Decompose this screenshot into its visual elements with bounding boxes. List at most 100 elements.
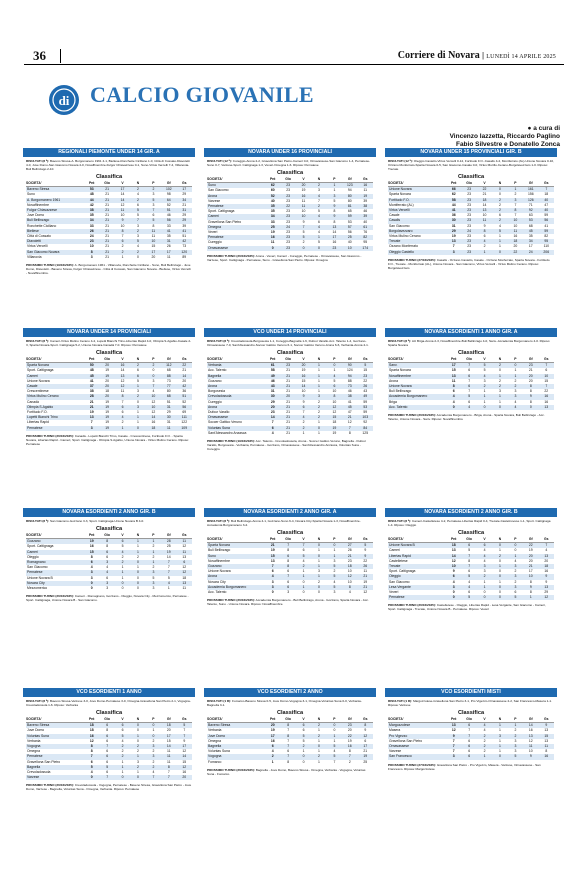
table-row: Accademia Borgomanero 3 6 1 0 5 8 21 xyxy=(207,584,373,591)
stat-cell: 14 xyxy=(161,744,177,750)
stat-cell: 23 xyxy=(280,182,296,189)
stat-cell: 174 xyxy=(357,245,373,251)
table-row: Pernatese 3 4 1 0 3 7 12 xyxy=(26,570,192,576)
team-name: Veveri xyxy=(208,230,218,235)
stat-cell: 42 xyxy=(89,202,94,207)
stat-cell: 0 xyxy=(137,586,139,591)
stat-cell: 21 xyxy=(342,415,358,421)
stat-cell: 12 xyxy=(176,764,192,771)
stat-cell: 8 xyxy=(90,554,93,559)
stat-cell: 1 xyxy=(523,595,539,601)
standings-table: SOCIETA' Pnt Gio V N P Gf Gs Gozzano 19 8 6 1 1 28 11 Sp… xyxy=(26,533,192,591)
stat-cell: 13 xyxy=(538,553,554,559)
stat-cell: 6 xyxy=(176,560,192,566)
team-name: Diavoletti xyxy=(26,239,84,245)
table-row: San Giacomo 60 23 19 3 1 94 11 xyxy=(207,188,373,193)
stat-cell: 6 xyxy=(130,373,146,379)
stat-cell: 53 xyxy=(84,186,100,193)
team-name: Libertas Rapid xyxy=(388,553,446,559)
stat-cell: 3 xyxy=(446,754,462,760)
stat-cell: 10 xyxy=(89,244,94,249)
stat-cell: 53 xyxy=(357,404,373,411)
stat-cell: 23 xyxy=(286,219,291,224)
stat-cell: 4 xyxy=(452,399,455,404)
stat-cell: 66 xyxy=(446,186,462,193)
stat-cell: 2 xyxy=(483,749,486,754)
stat-cell: 18 xyxy=(507,239,524,245)
table-row: San Giacomo 31 23 9 4 10 68 41 xyxy=(388,224,554,229)
stat-cell: 3 xyxy=(318,569,320,574)
stat-cell: 3 xyxy=(514,738,517,743)
panel-title: NOVARA ESORDIENTI 2 ANNO GIR. B xyxy=(385,508,557,517)
stat-cell: 18 xyxy=(342,564,358,570)
stat-cell: 5 xyxy=(302,738,305,743)
results-body: Baveno Stresa-A. Borgomanero 1961 4-1, B… xyxy=(26,159,190,171)
table-row: Gozzano 46 21 15 1 5 88 22 xyxy=(207,379,373,384)
column-header: SOCIETA' xyxy=(388,537,446,544)
stat-cell: 13 xyxy=(114,373,131,379)
stat-cell: 42 xyxy=(176,239,192,245)
team-name: Mezzomerico xyxy=(27,586,48,591)
stat-cell: 40 xyxy=(270,198,275,203)
next-round-label: PROSSIMO TURNO (26/04/2025): xyxy=(207,598,255,603)
stat-cell: 7 xyxy=(161,570,177,576)
team-name: Masera xyxy=(389,728,401,733)
standings-panel: NOVARA ESORDIENTI 2 ANNO GIR. B RISULTATI… xyxy=(385,508,557,680)
stat-cell: 5 xyxy=(507,754,524,760)
stat-cell: 14 xyxy=(120,192,125,197)
stat-cell: 10 xyxy=(332,389,337,394)
stat-cell: 21 xyxy=(99,197,115,203)
stat-cell: 6 xyxy=(468,749,471,754)
stat-cell: 1 xyxy=(476,584,493,591)
column-header: N xyxy=(311,717,327,724)
stat-cell: 65 xyxy=(347,209,352,214)
stat-cell: 0 xyxy=(326,722,343,729)
column-header: Pnt xyxy=(84,533,100,540)
results-text: RISULTATI (1 R): Fomarco-Baveno Stresa 0… xyxy=(207,699,373,707)
table-row: Buli Bellinzago 34 21 9 7 5 56 29 xyxy=(26,218,192,224)
stat-cell: 16 xyxy=(182,770,187,775)
column-header: N xyxy=(130,357,146,364)
stat-cell: 33 xyxy=(166,223,171,228)
table-row: Casale 36 23 10 6 7 63 59 xyxy=(388,213,554,218)
stat-cell: 3 xyxy=(483,378,486,383)
table-row: Veveri 19 23 5 4 14 56 76 xyxy=(207,230,373,235)
stat-cell: 6 xyxy=(280,584,296,591)
stat-cell: 2 xyxy=(121,554,124,559)
stat-cell: 3 xyxy=(84,570,100,576)
stat-cell: 14 xyxy=(166,554,171,559)
stat-cell: 21 xyxy=(280,425,296,431)
team-name: Ornavassese xyxy=(388,744,446,750)
column-header: Gio xyxy=(461,537,477,544)
stat-cell: 2 xyxy=(121,244,124,249)
stat-cell: 12 xyxy=(451,558,456,563)
stat-cell: 3 xyxy=(514,749,517,754)
table-row: Varzese 40 23 11 7 5 80 39 xyxy=(207,199,373,204)
stat-cell: 39 xyxy=(357,214,373,220)
stat-cell: 112 xyxy=(161,362,177,369)
stat-cell: 21 xyxy=(89,399,94,404)
stat-cell: 10 xyxy=(507,218,524,224)
stat-cell: 0 xyxy=(130,560,146,566)
stat-cell: 16 xyxy=(538,394,554,400)
stat-cell: 41 xyxy=(176,228,192,235)
stat-cell: 6 xyxy=(514,590,517,595)
stat-cell: 8 xyxy=(326,394,343,400)
stat-cell: 0 xyxy=(326,362,343,369)
stat-cell: 41 xyxy=(446,208,462,214)
results-body: AU Briga-Arona 2-3, Novaffinembre-Buli B… xyxy=(388,339,551,347)
stat-cell: 1 xyxy=(114,764,131,771)
stat-cell: 9 xyxy=(483,223,486,228)
team-name: Castelletese xyxy=(389,558,408,563)
stat-cell: 0 xyxy=(137,575,139,580)
stat-cell: 41 xyxy=(544,223,549,228)
stat-cell: 6 xyxy=(287,569,290,574)
stat-cell: 21 xyxy=(280,373,296,379)
stat-cell: 7 xyxy=(461,553,477,559)
stat-cell: 0 xyxy=(333,728,336,733)
table-header-row: SOCIETA' Pnt Gio V N P Gf Gs xyxy=(207,717,373,724)
stat-cell: 10 xyxy=(120,223,125,228)
column-header: Gs xyxy=(176,717,192,724)
stat-cell: 8 xyxy=(348,430,351,435)
stat-cell: 2 xyxy=(114,744,131,750)
